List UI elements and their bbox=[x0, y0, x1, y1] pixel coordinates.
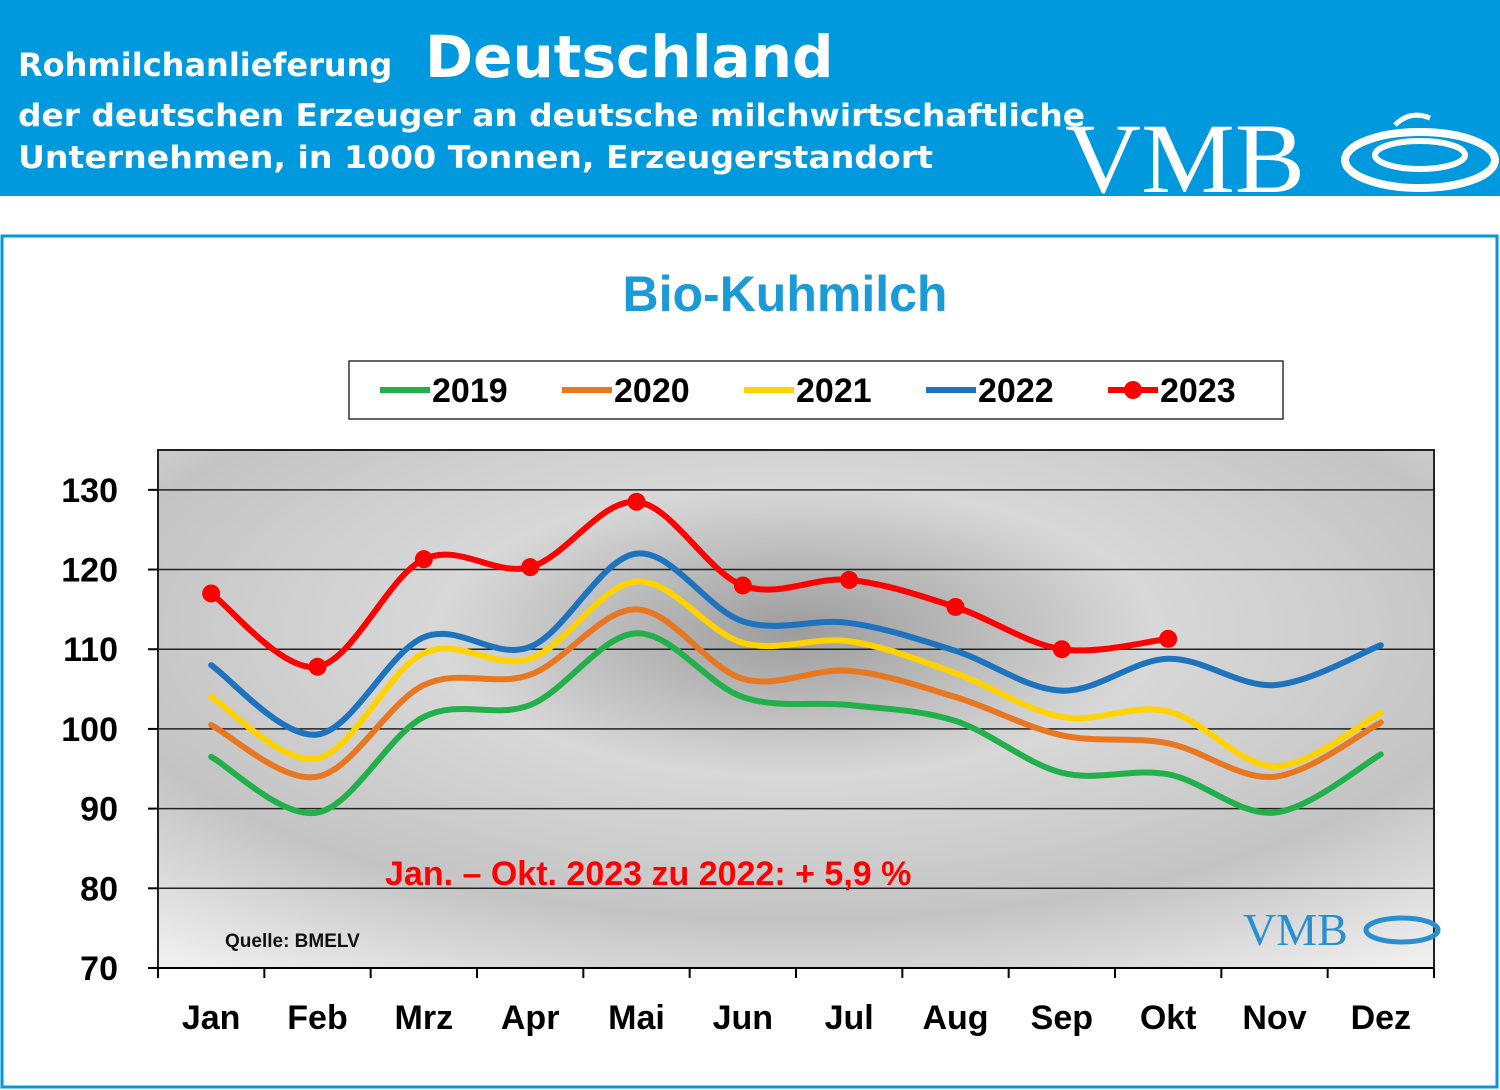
series-line bbox=[208, 606, 1384, 781]
legend-label: 2019 bbox=[432, 372, 508, 410]
legend-label: 2023 bbox=[1160, 372, 1236, 410]
y-tick-label: 110 bbox=[63, 631, 118, 669]
legend-label: 2020 bbox=[614, 372, 690, 410]
y-tick-label: 100 bbox=[61, 711, 118, 749]
y-tick-label: 70 bbox=[80, 950, 118, 988]
header-subtitle: Unternehmen, in 1000 Tonnen, Erzeugersta… bbox=[18, 140, 933, 176]
series-line bbox=[208, 498, 1172, 670]
x-tick-label: Jun bbox=[713, 999, 773, 1037]
legend-label: 2022 bbox=[978, 372, 1054, 410]
x-tick-label: Dez bbox=[1351, 999, 1411, 1037]
header-subtitle: der deutschen Erzeuger an deutsche milch… bbox=[18, 98, 1085, 134]
point-marker bbox=[521, 558, 540, 577]
y-tick-label: 130 bbox=[61, 472, 118, 510]
point-marker bbox=[414, 550, 433, 569]
header-band bbox=[0, 0, 1500, 196]
chart-title: Bio-Kuhmilch bbox=[623, 266, 948, 322]
point-marker bbox=[627, 492, 646, 511]
point-marker bbox=[202, 584, 221, 603]
legend-marker bbox=[1124, 381, 1142, 399]
x-tick-label: Mai bbox=[608, 999, 665, 1037]
x-tick-label: Feb bbox=[287, 999, 347, 1037]
header-title: Deutschland bbox=[425, 23, 834, 91]
series-line bbox=[208, 630, 1384, 817]
point-marker bbox=[840, 570, 859, 589]
x-tick-label: Jan bbox=[182, 999, 241, 1037]
x-tick-label: Nov bbox=[1242, 999, 1306, 1037]
x-tick-label: Mrz bbox=[395, 999, 454, 1037]
point-marker bbox=[1052, 640, 1071, 659]
point-marker bbox=[946, 597, 965, 616]
series-line bbox=[208, 578, 1384, 770]
y-tick-label: 80 bbox=[80, 870, 118, 908]
header-logo: VMB bbox=[1065, 103, 1305, 214]
logo-swirl bbox=[1341, 112, 1499, 192]
y-tick-label: 120 bbox=[61, 552, 118, 590]
plot-logo: VMB bbox=[1243, 904, 1348, 955]
source-note: Quelle: BMELV bbox=[225, 931, 360, 952]
x-tick-label: Jul bbox=[825, 999, 874, 1037]
y-tick-label: 90 bbox=[80, 791, 118, 829]
point-marker bbox=[1159, 629, 1178, 648]
x-tick-label: Okt bbox=[1140, 999, 1197, 1037]
x-tick-label: Apr bbox=[501, 999, 560, 1037]
point-marker bbox=[733, 576, 752, 595]
plot-logo-swirl bbox=[1363, 915, 1441, 945]
x-tick-label: Aug bbox=[922, 999, 988, 1037]
legend-label: 2021 bbox=[796, 372, 872, 410]
x-tick-label: Sep bbox=[1031, 999, 1093, 1037]
point-marker bbox=[308, 657, 327, 676]
annotation: Jan. – Okt. 2023 zu 2022: + 5,9 % bbox=[385, 855, 911, 893]
series-line bbox=[208, 550, 1384, 738]
header-title-prefix: Rohmilchanlieferung bbox=[18, 46, 392, 84]
